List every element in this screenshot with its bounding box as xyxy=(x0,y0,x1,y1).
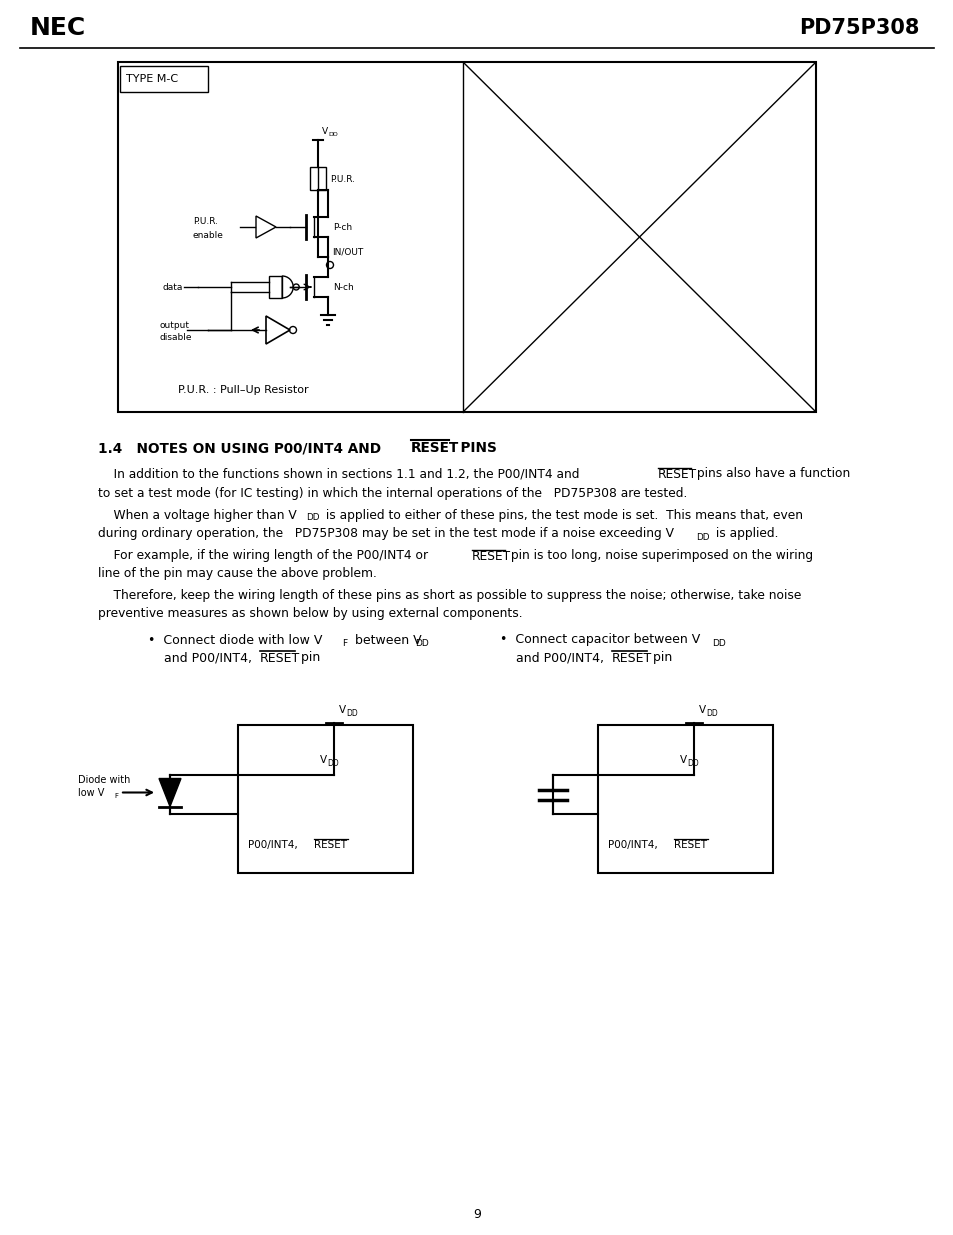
Text: DD: DD xyxy=(328,132,337,137)
Text: DD: DD xyxy=(696,532,709,541)
Bar xyxy=(598,725,772,873)
Text: is applied to either of these pins, the test mode is set.  This means that, even: is applied to either of these pins, the … xyxy=(322,509,802,521)
Text: DD: DD xyxy=(346,709,357,719)
Text: output: output xyxy=(160,321,190,330)
Text: low V: low V xyxy=(78,788,104,798)
Text: IN/OUT: IN/OUT xyxy=(332,247,363,257)
Text: P00/INT4,: P00/INT4, xyxy=(607,840,660,850)
Text: Therefore, keep the wiring length of these pins as short as possible to suppress: Therefore, keep the wiring length of the… xyxy=(98,589,801,603)
Text: When a voltage higher than V: When a voltage higher than V xyxy=(98,509,296,521)
Text: •  Connect capacitor between V: • Connect capacitor between V xyxy=(499,634,700,646)
Text: V: V xyxy=(322,127,328,137)
Text: pin: pin xyxy=(296,652,320,664)
Text: F: F xyxy=(341,638,347,647)
Text: RESET: RESET xyxy=(472,550,511,562)
Text: DD: DD xyxy=(705,709,718,719)
Text: to set a test mode (for IC testing) in which the internal operations of the   PD: to set a test mode (for IC testing) in w… xyxy=(98,487,687,499)
Text: N-ch: N-ch xyxy=(333,283,354,291)
Text: between V: between V xyxy=(351,634,421,646)
Text: preventive measures as shown below by using external components.: preventive measures as shown below by us… xyxy=(98,608,522,620)
Text: is applied.: is applied. xyxy=(711,527,778,541)
Text: RESET: RESET xyxy=(612,652,652,664)
Text: during ordinary operation, the   PD75P308 may be set in the test mode if a noise: during ordinary operation, the PD75P308 … xyxy=(98,527,673,541)
Text: PINS: PINS xyxy=(451,441,497,454)
Text: pin is too long, noise superimposed on the wiring: pin is too long, noise superimposed on t… xyxy=(506,550,812,562)
Bar xyxy=(118,62,815,412)
Text: P.U.R. : Pull–Up Resistor: P.U.R. : Pull–Up Resistor xyxy=(178,385,309,395)
Text: V: V xyxy=(339,705,349,715)
Text: NEC: NEC xyxy=(30,16,86,40)
Text: DD: DD xyxy=(687,758,699,767)
Text: V: V xyxy=(679,755,690,764)
Text: V: V xyxy=(320,755,331,764)
Text: P.U.R.: P.U.R. xyxy=(193,217,218,226)
Text: RESET: RESET xyxy=(314,840,347,850)
Text: DD: DD xyxy=(711,638,725,647)
Text: enable: enable xyxy=(193,231,224,240)
Text: V: V xyxy=(699,705,709,715)
Text: RESET: RESET xyxy=(673,840,706,850)
Text: 1.4   NOTES ON USING P00/INT4 AND: 1.4 NOTES ON USING P00/INT4 AND xyxy=(98,441,385,454)
Text: and P00/INT4,: and P00/INT4, xyxy=(516,652,607,664)
Text: disable: disable xyxy=(160,333,193,342)
Text: In addition to the functions shown in sections 1.1 and 1.2, the P00/INT4 and: In addition to the functions shown in se… xyxy=(98,468,583,480)
Bar xyxy=(120,65,208,91)
Text: DD: DD xyxy=(327,758,339,767)
Text: TYPE M-C: TYPE M-C xyxy=(126,74,178,84)
Bar xyxy=(269,275,282,298)
Text: F: F xyxy=(113,793,118,799)
Text: pin: pin xyxy=(648,652,672,664)
Polygon shape xyxy=(159,778,181,806)
Text: For example, if the wiring length of the P00/INT4 or: For example, if the wiring length of the… xyxy=(98,550,432,562)
Bar xyxy=(310,167,326,190)
Bar xyxy=(237,725,413,873)
Text: line of the pin may cause the above problem.: line of the pin may cause the above prob… xyxy=(98,568,376,580)
Text: P.U.R.: P.U.R. xyxy=(330,175,355,184)
Text: Diode with: Diode with xyxy=(78,776,131,785)
Text: •  Connect diode with low V: • Connect diode with low V xyxy=(148,634,322,646)
Text: P00/INT4,: P00/INT4, xyxy=(248,840,301,850)
Text: pins also have a function: pins also have a function xyxy=(692,468,849,480)
Text: RESET: RESET xyxy=(658,468,697,480)
Text: data: data xyxy=(163,283,183,291)
Text: RESET: RESET xyxy=(411,441,458,454)
Text: PD75P308: PD75P308 xyxy=(799,19,919,38)
Text: RESET: RESET xyxy=(260,652,300,664)
Text: P-ch: P-ch xyxy=(333,222,352,231)
Text: DD: DD xyxy=(415,638,428,647)
Text: and P00/INT4,: and P00/INT4, xyxy=(164,652,255,664)
Text: 9: 9 xyxy=(473,1209,480,1221)
Text: DD: DD xyxy=(306,514,319,522)
